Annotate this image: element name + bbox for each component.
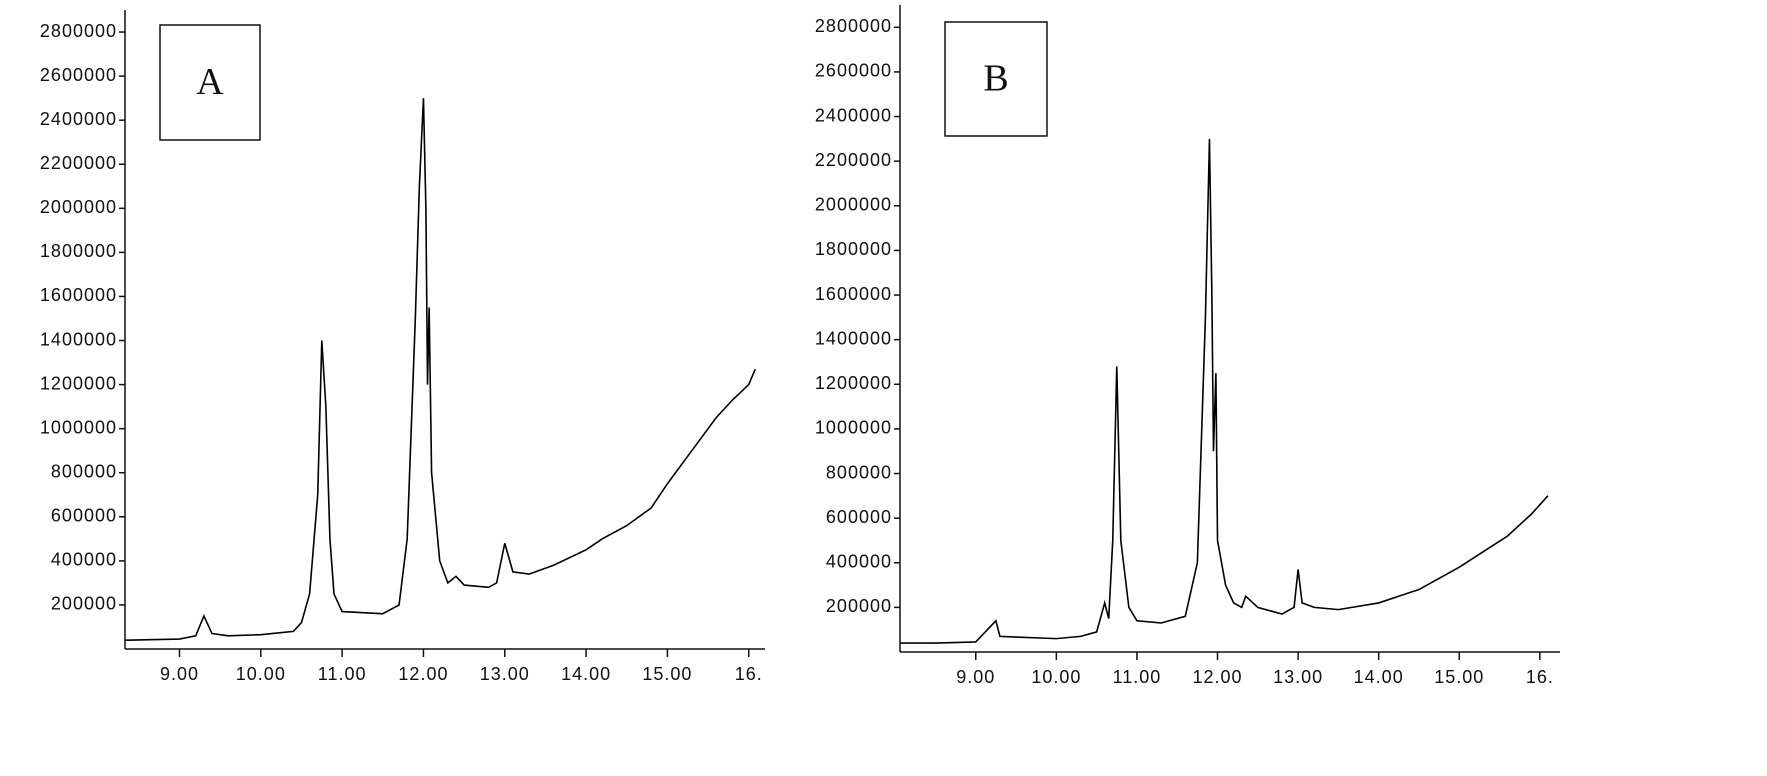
y-tick-label: 400000: [826, 552, 892, 572]
x-tick-label: 14.00: [561, 664, 611, 684]
y-tick-label: 1000000: [815, 418, 892, 438]
y-tick-label: 1000000: [40, 417, 117, 437]
x-tick-label: 11.00: [1113, 667, 1162, 687]
y-tick-label: 200000: [51, 594, 117, 614]
y-tick-label: 1200000: [40, 373, 117, 393]
x-tick-label: 9.00: [160, 664, 199, 684]
y-tick-label: 200000: [826, 596, 892, 616]
y-tick-label: 2400000: [40, 109, 117, 129]
x-tick-label: 10.00: [236, 664, 286, 684]
y-tick-label: 2200000: [40, 153, 117, 173]
y-tick-label: 600000: [51, 506, 117, 526]
y-tick-label: 600000: [826, 507, 892, 527]
y-tick-label: 1400000: [815, 328, 892, 348]
chromatogram-line: [125, 98, 755, 640]
annotation: B: [983, 58, 1008, 100]
y-tick-label: 400000: [51, 550, 117, 570]
y-tick-label: 2200000: [815, 150, 892, 170]
y-tick-label: 1600000: [40, 285, 117, 305]
x-tick-label: 16.: [1526, 667, 1554, 687]
x-tick-label: 10.00: [1031, 667, 1081, 687]
y-tick-label: 2600000: [40, 65, 117, 85]
x-tick-label: 14.00: [1354, 667, 1404, 687]
y-tick-label: 2800000: [40, 21, 117, 41]
y-tick-label: 800000: [826, 462, 892, 482]
y-tick-label: 1800000: [40, 241, 117, 261]
x-tick-label: 15.00: [642, 664, 692, 684]
x-tick-label: 13.00: [480, 664, 530, 684]
x-tick-label: 15.00: [1434, 667, 1484, 687]
annotation: A: [196, 61, 224, 103]
x-tick-label: 12.00: [1192, 667, 1242, 687]
x-tick-label: 9.00: [956, 667, 995, 687]
y-tick-label: 2000000: [40, 197, 117, 217]
y-tick-label: 2800000: [815, 16, 892, 36]
x-tick-label: 13.00: [1273, 667, 1323, 687]
figure: 200000 400000 600000 800000 1000000 1200000 14…: [0, 0, 1767, 776]
y-tick-label: 2600000: [815, 61, 892, 81]
y-tick-label: 2400000: [815, 105, 892, 125]
x-tick-label: 11.00: [318, 664, 367, 684]
x-tick-label: 16.: [735, 664, 763, 684]
y-tick-label: 1800000: [815, 239, 892, 259]
y-tick-label: 2000000: [815, 195, 892, 215]
y-tick-label: 1200000: [815, 373, 892, 393]
x-tick-label: 12.00: [398, 664, 448, 684]
chromatogram-line: [900, 139, 1548, 643]
y-tick-label: 1600000: [815, 284, 892, 304]
y-tick-label: 800000: [51, 461, 117, 481]
y-tick-label: 1400000: [40, 329, 117, 349]
